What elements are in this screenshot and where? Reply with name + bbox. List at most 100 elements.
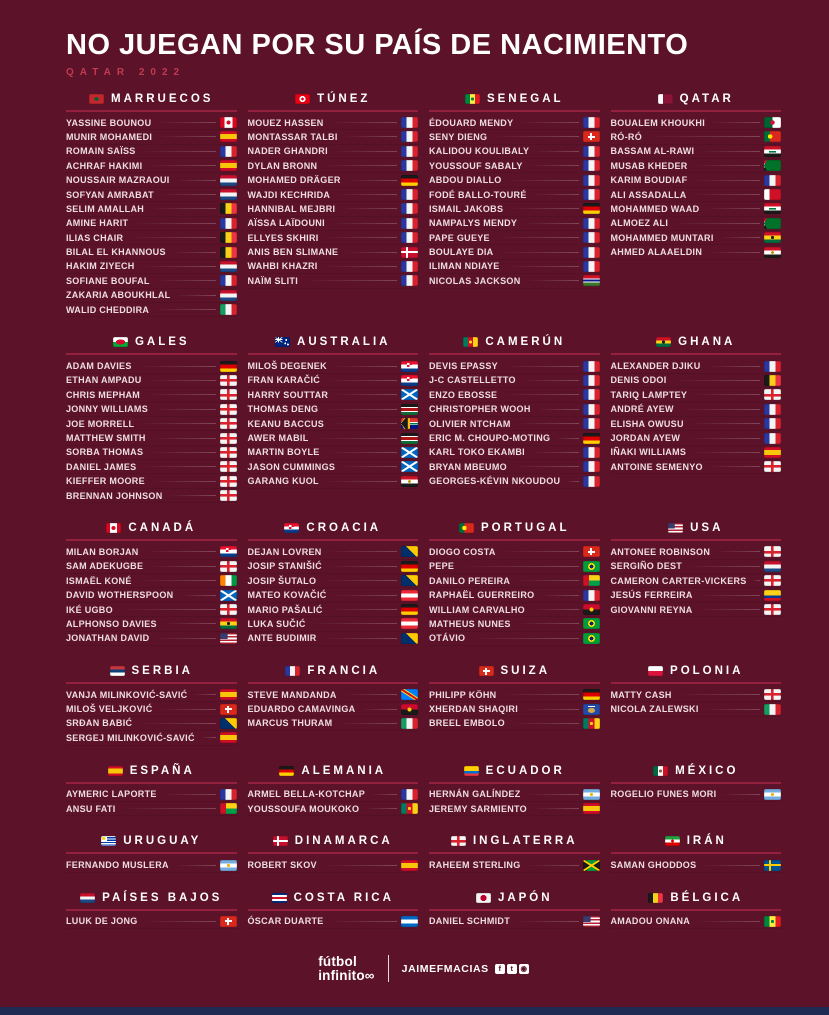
- country-name: SENEGAL: [486, 92, 564, 105]
- player-name: MUSAB KHEDER: [610, 160, 688, 171]
- country-header: INGLATERRA: [429, 835, 600, 855]
- country-header: CROACIA: [247, 522, 418, 542]
- leader-line: [171, 251, 216, 253]
- player-row: BOULAYE DIA: [429, 245, 600, 260]
- player-list: SAMAN GHODDOS: [610, 858, 781, 873]
- flag-france-icon: [582, 389, 600, 401]
- country-header: ECUADOR: [429, 765, 600, 784]
- leader-line: [502, 694, 579, 696]
- country-header: POLONIA: [610, 665, 781, 684]
- player-name: DIOGO COSTA: [429, 546, 496, 557]
- leader-line: [688, 565, 760, 567]
- country-section: SERBIA VANJA MILINKOVIĆ-SAVIĆ MILOŠ VELJKO…: [66, 665, 237, 746]
- flag-switzerland-icon: [582, 546, 600, 558]
- leader-line: [704, 708, 760, 710]
- country-section: SENEGAL ÉDOUARD MENDY SENY DIENG KALIDOU KO…: [429, 93, 600, 289]
- player-name: AYMERIC LAPORTE: [66, 789, 157, 800]
- player-name: MARTIN BOYLE: [247, 447, 320, 458]
- flag-sudan-icon: [764, 160, 781, 172]
- leader-line: [162, 793, 216, 795]
- country-header: COSTA RICA: [247, 892, 418, 911]
- player-name: MATEO KOVAČIĆ: [247, 590, 327, 601]
- flag-canada-icon: [106, 523, 122, 534]
- leader-line: [325, 451, 397, 453]
- flag-guinea-bissau-icon: [219, 803, 237, 815]
- flag-france-icon: [582, 174, 600, 186]
- player-name: VANJA MILINKOVIĆ-SAVIĆ: [66, 689, 188, 700]
- country-name: TÚNEZ: [317, 92, 371, 105]
- player-list: PHILIPP KÖHN XHERDAN SHAQIRI BREEL EMBOLO: [429, 688, 600, 732]
- player-name: KEANU BACCUS: [247, 418, 325, 429]
- flag-netherlands-icon: [219, 260, 237, 272]
- flag-brazil-icon: [582, 560, 600, 572]
- flag-cameroon-icon: [582, 717, 600, 729]
- player-name: EDUARDO CAMAVINGA: [247, 704, 356, 715]
- player-row: WALID CHEDDIRA: [66, 303, 237, 318]
- leader-line: [495, 237, 579, 239]
- flag-croatia-icon: [401, 374, 418, 386]
- flag-costa-rica-icon: [271, 892, 287, 903]
- country-name: AUSTRALIA: [297, 336, 391, 349]
- leader-line: [528, 165, 579, 167]
- flag-guinea-bissau-icon: [582, 575, 600, 587]
- player-row: MATTHEW SMITH: [66, 431, 237, 446]
- player-list: ALEXANDER DJIKU DENIS ODOI TARIQ LAMPTEY AN…: [610, 359, 781, 475]
- player-name: DANIEL SCHMIDT: [429, 916, 511, 927]
- flag-argentina-icon: [219, 859, 237, 871]
- leader-line: [711, 122, 760, 124]
- leader-line: [162, 623, 216, 625]
- player-name: ÓSCAR DUARTE: [247, 916, 324, 927]
- player-name: DANILO PEREIRA: [429, 575, 511, 586]
- leader-line: [175, 179, 216, 181]
- leader-line: [324, 408, 397, 410]
- flag-france-icon: [582, 360, 600, 372]
- player-row: MARCUS THURAM: [247, 717, 418, 732]
- flag-kenya-icon: [401, 432, 418, 444]
- flag-poland-icon: [648, 666, 664, 676]
- leader-line: [333, 150, 397, 152]
- flag-france-icon: [582, 160, 600, 172]
- player-list: DANIEL SCHMIDT: [429, 915, 600, 930]
- leader-line: [158, 708, 216, 710]
- player-row: SORBA THOMAS: [66, 446, 237, 461]
- leader-line: [672, 379, 760, 381]
- flag-mexico-icon: [653, 765, 669, 776]
- flag-ghana-icon: [656, 337, 672, 348]
- player-row: GIOVANNI REYNA: [610, 603, 781, 618]
- flag-germany-icon: [219, 360, 237, 372]
- player-name: ZAKARIA ABOUKHLAL: [66, 290, 171, 301]
- player-name: MOUEZ HASSEN: [247, 117, 324, 128]
- player-name: AMADOU ONANA: [610, 916, 691, 927]
- leader-line: [689, 423, 760, 425]
- player-name: ERIC M. CHOUPO-MOTING: [429, 433, 551, 443]
- flag-spain-icon: [219, 689, 237, 701]
- player-row: NAMPALYS MENDY: [429, 217, 600, 232]
- leader-line: [519, 122, 579, 124]
- country-header: ESPAÑA: [66, 765, 237, 784]
- flag-tunisia-icon: [295, 93, 311, 104]
- player-name: FRAN KARAČIĆ: [247, 375, 321, 386]
- leader-line: [159, 194, 216, 196]
- player-row: ZAKARIA ABOUKHLAL: [66, 289, 237, 303]
- flag-ivory-coast-icon: [219, 575, 237, 587]
- leader-line: [144, 551, 216, 553]
- flag-croatia-icon: [219, 546, 237, 558]
- country-name: SERBIA: [131, 665, 193, 677]
- player-row: JEREMY SARMIENTO: [429, 802, 600, 817]
- player-name: MARCUS THURAM: [247, 718, 333, 729]
- flag-nicaragua-icon: [401, 915, 418, 927]
- country-name: GHANA: [678, 336, 736, 349]
- player-row: HERNÁN GALÍNDEZ: [429, 788, 600, 802]
- flag-cameroon-icon: [463, 337, 479, 348]
- player-list: RAHEEM STERLING: [429, 858, 600, 873]
- flag-france-icon: [401, 117, 418, 129]
- flag-netherlands-icon: [219, 289, 237, 301]
- flag-france-icon: [401, 217, 418, 229]
- country-section: INGLATERRA RAHEEM STERLING: [429, 835, 600, 873]
- leader-line: [503, 394, 579, 396]
- player-row: MUNIR MOHAMEDI: [66, 130, 237, 145]
- player-name: BILAL EL KHANNOUS: [66, 247, 166, 258]
- flag-algeria-icon: [764, 117, 781, 129]
- player-row: JOSIP ŠUTALO: [247, 574, 418, 589]
- player-row: JONNY WILLIAMS: [66, 403, 237, 417]
